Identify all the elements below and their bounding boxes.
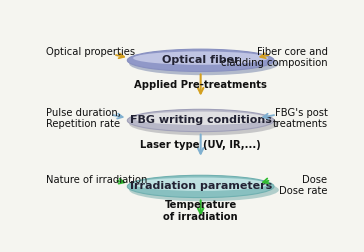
Text: Optical fiber: Optical fiber	[162, 55, 240, 65]
Ellipse shape	[129, 179, 279, 201]
Text: Dose
Dose rate: Dose Dose rate	[279, 175, 328, 196]
Text: Pulse duration,
Repetition rate: Pulse duration, Repetition rate	[46, 108, 120, 130]
Ellipse shape	[127, 175, 274, 198]
Text: Applied Pre-treatments: Applied Pre-treatments	[134, 80, 267, 90]
Ellipse shape	[133, 51, 268, 65]
Text: Temperature
of irradiation: Temperature of irradiation	[163, 200, 238, 222]
Text: Irradiation parameters: Irradiation parameters	[130, 181, 272, 192]
Ellipse shape	[133, 112, 268, 125]
Ellipse shape	[133, 177, 268, 191]
Text: Optical properties: Optical properties	[46, 47, 135, 57]
Ellipse shape	[127, 49, 274, 72]
Ellipse shape	[127, 109, 274, 132]
Text: FBG's post
treatments: FBG's post treatments	[273, 108, 328, 130]
Text: Fiber core and
cladding composition: Fiber core and cladding composition	[221, 47, 328, 68]
Ellipse shape	[129, 52, 279, 75]
Text: Laser type (UV, IR,...): Laser type (UV, IR,...)	[140, 140, 261, 150]
Text: Nature of irradiation: Nature of irradiation	[46, 175, 147, 185]
Ellipse shape	[129, 113, 279, 135]
Text: FBG writing conditions: FBG writing conditions	[130, 115, 272, 125]
